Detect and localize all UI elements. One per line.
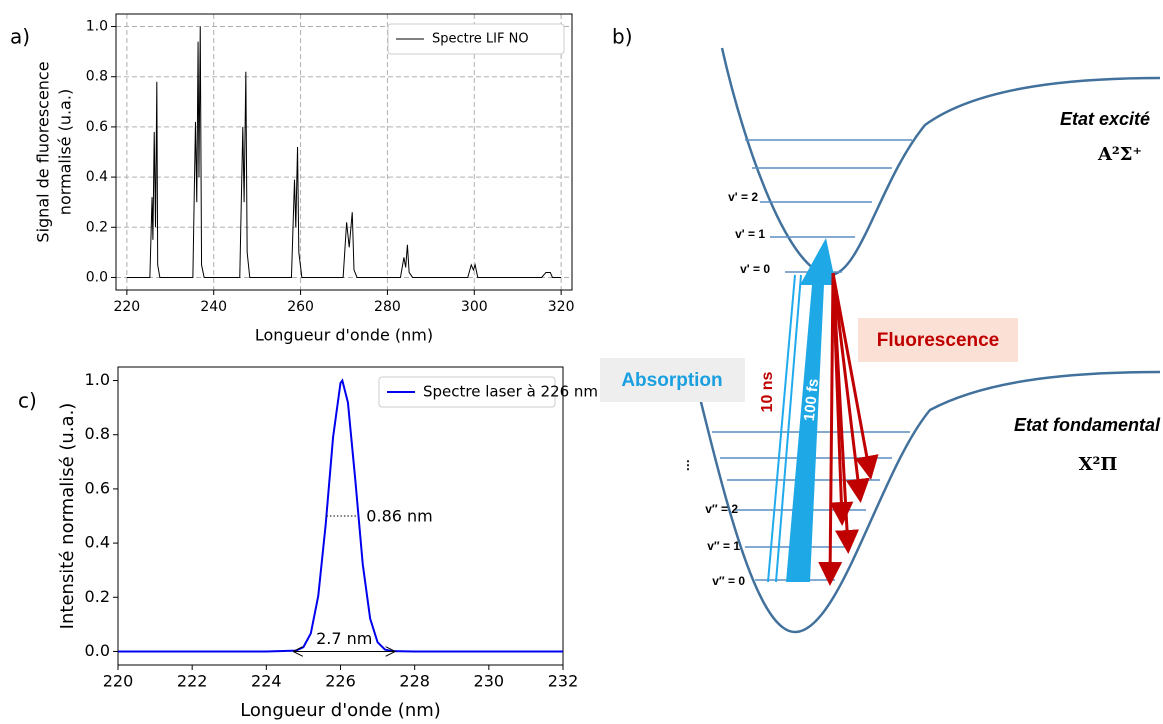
x-tick-label: 260 <box>287 299 314 315</box>
x-axis-label: Longueur d'onde (nm) <box>240 700 441 721</box>
legend-box <box>378 376 556 408</box>
legend-label: Spectre laser à 226 nm <box>423 383 598 401</box>
y-axis-label: normalisé (u.a.) <box>56 89 75 215</box>
data-line <box>126 26 562 278</box>
plot-frame <box>115 13 573 291</box>
x-tick-label: 226 <box>325 672 356 691</box>
x-tick-label: 224 <box>251 672 282 691</box>
upper-potential <box>720 47 1161 277</box>
panel-label: b) <box>612 25 633 49</box>
state-name: Etat excité <box>1060 109 1150 129</box>
x-axis-label: Longueur d'onde (nm) <box>255 326 433 345</box>
fluorescence-label: Fluorescence <box>877 330 1000 351</box>
x-tick-label: 320 <box>548 299 575 315</box>
state-term: X²Π <box>1079 454 1118 475</box>
pulse-arrow <box>786 238 836 582</box>
annotation-label: 2.7 nm <box>316 629 372 648</box>
y-tick-label: 0.4 <box>85 533 110 552</box>
x-tick-label: 232 <box>548 672 579 691</box>
energy-diagram: Etat excité A²Σ⁺ Etat fondamental X²Π v'… <box>600 47 1161 634</box>
legend-label: Spectre LIF NO <box>432 32 529 47</box>
label-box <box>858 318 1018 362</box>
x-tick-label: 280 <box>374 299 401 315</box>
y-tick-label: 0.8 <box>86 69 108 85</box>
level-label: v″ = 2 <box>705 502 738 516</box>
y-tick-label: 0.6 <box>86 119 108 135</box>
lifetime-label: 10 ns <box>759 371 776 412</box>
panel-label: c) <box>18 389 37 413</box>
x-tick-label: 220 <box>113 299 140 315</box>
y-tick-label: 0.4 <box>86 169 108 185</box>
y-tick-label: 0.6 <box>85 478 110 497</box>
level-label: v″ = 1 <box>707 539 740 553</box>
y-tick-label: 0.2 <box>85 587 110 606</box>
pulse-label: 100 fs <box>801 378 822 422</box>
fluorescence-arrows <box>818 272 879 586</box>
absorption-line <box>767 274 796 583</box>
legend-box <box>387 23 565 55</box>
panel-label: a) <box>10 25 30 49</box>
absorption-line <box>775 274 802 583</box>
y-tick-label: 1.0 <box>85 370 110 389</box>
annotation-label: 0.86 nm <box>366 507 432 526</box>
x-tick-label: 222 <box>177 672 208 691</box>
y-tick-label: 1.0 <box>86 19 108 35</box>
x-tick-label: 228 <box>399 672 430 691</box>
x-tick-label: 240 <box>200 299 227 315</box>
level-label: v' = 2 <box>728 190 758 204</box>
level-dots: ⋮ <box>682 458 694 472</box>
x-tick-label: 230 <box>474 672 505 691</box>
x-tick-label: 300 <box>461 299 488 315</box>
level-label: v' = 1 <box>735 227 765 241</box>
y-tick-label: 0.0 <box>86 269 108 285</box>
absorption-label: Absorption <box>621 370 722 391</box>
level-label: v″ = 0 <box>712 574 745 588</box>
y-tick-label: 0.0 <box>85 641 110 660</box>
state-name: Etat fondamental <box>1014 415 1161 435</box>
y-axis-label: Intensité normalisé (u.a.) <box>57 403 78 630</box>
plot-frame <box>117 366 564 666</box>
y-tick-label: 0.8 <box>85 424 110 443</box>
y-tick-label: 0.2 <box>86 219 108 235</box>
x-tick-label: 220 <box>103 672 134 691</box>
level-label: v' = 0 <box>740 262 770 276</box>
label-box <box>600 358 745 402</box>
y-axis-label: Signal de fluorescence <box>34 61 53 242</box>
state-term: A²Σ⁺ <box>1097 144 1142 165</box>
